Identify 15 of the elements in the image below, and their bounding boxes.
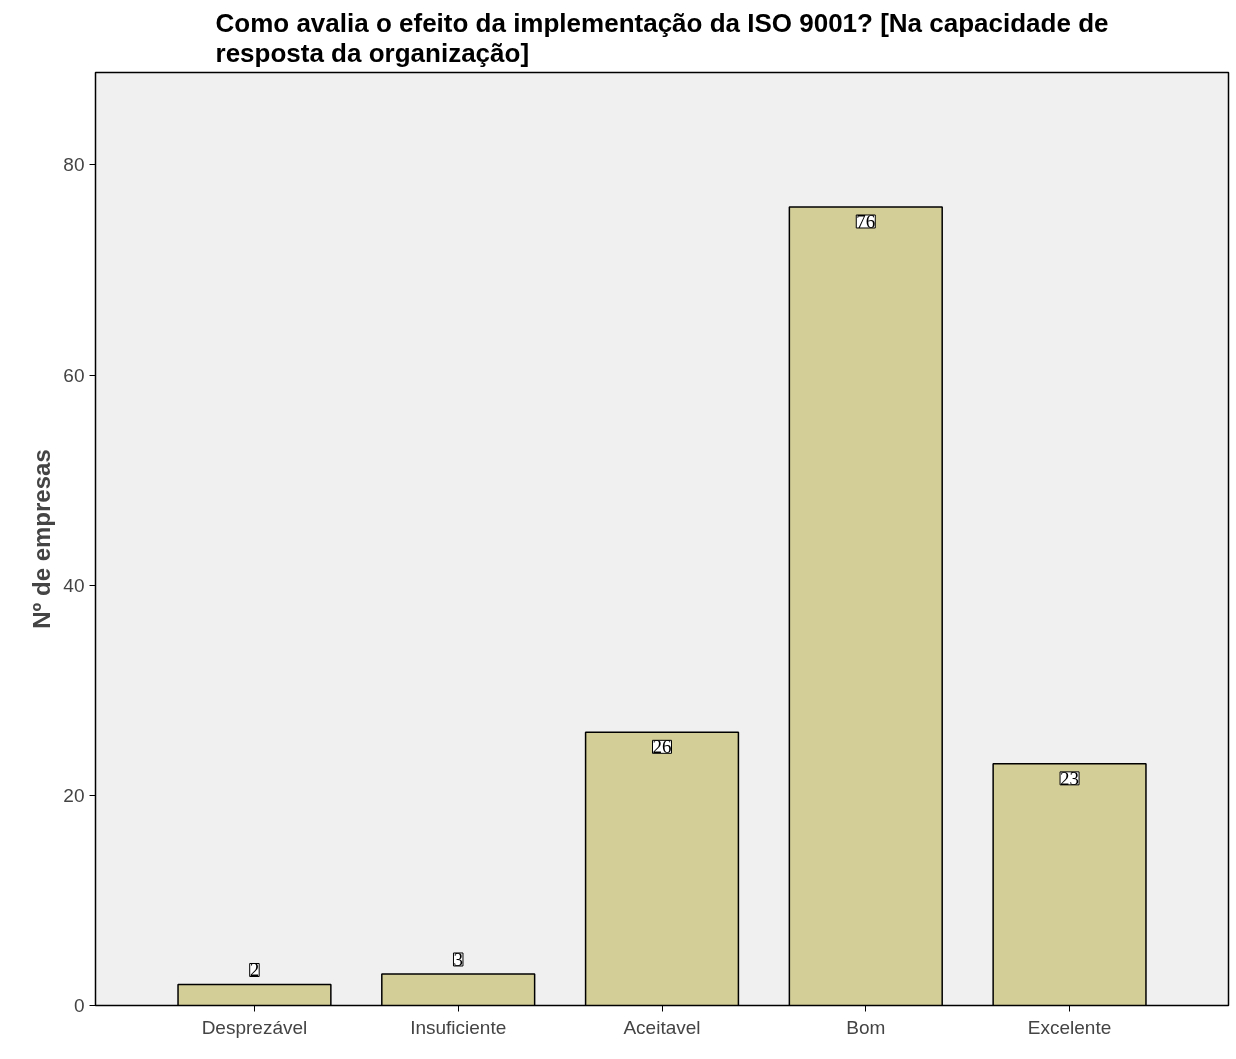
y-tick-label: 40 <box>63 574 85 596</box>
data-label: 3 <box>453 948 463 970</box>
x-tick-label: Aceitavel <box>623 1016 701 1038</box>
x-tick-label: Insuficiente <box>410 1016 507 1038</box>
x-tick-label: Bom <box>846 1016 886 1038</box>
chart-title: Como avalia o efeito da implementação da ISO 9001? [Na capacidade de resposta da organização] <box>215 7 1109 68</box>
y-tick-label: 60 <box>63 364 85 386</box>
y-tick-label: 0 <box>73 995 85 1016</box>
x-tick-label: Desprezável <box>201 1016 308 1038</box>
y-axis-title: Nº de empresas <box>28 449 56 629</box>
y-tick-label: 80 <box>63 154 85 176</box>
data-label: 76 <box>856 210 876 232</box>
y-tick-label: 20 <box>63 784 85 806</box>
data-label: 26 <box>652 736 672 758</box>
x-tick-label: Excelente <box>1027 1016 1112 1038</box>
